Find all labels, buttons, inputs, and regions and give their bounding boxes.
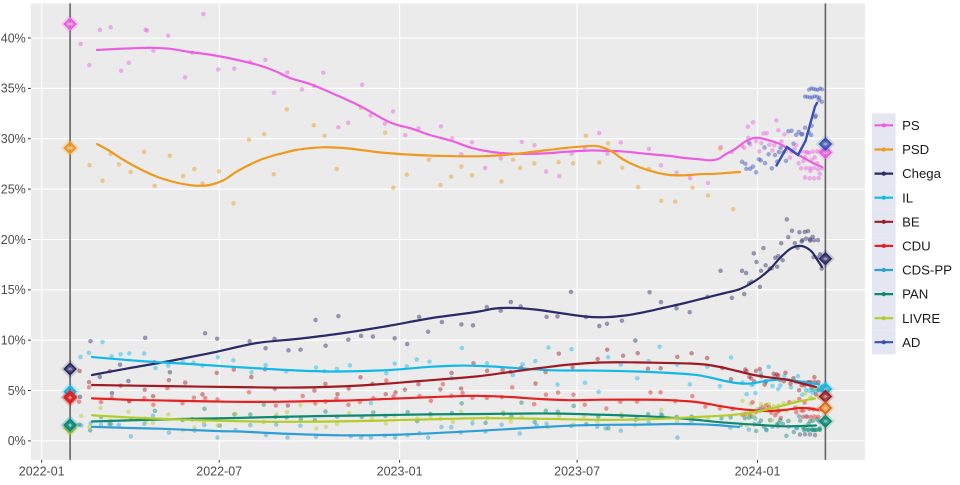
svg-text:BE: BE — [902, 214, 920, 229]
svg-text:20%: 20% — [1, 233, 26, 247]
svg-text:LIVRE: LIVRE — [902, 311, 940, 326]
svg-text:Chega: Chega — [902, 166, 942, 181]
svg-text:CDS-PP: CDS-PP — [902, 263, 952, 278]
svg-text:PSD: PSD — [902, 142, 929, 157]
svg-text:PAN: PAN — [902, 287, 928, 302]
svg-text:35%: 35% — [1, 82, 26, 96]
svg-text:IL: IL — [902, 190, 913, 205]
svg-text:15%: 15% — [1, 283, 26, 297]
svg-text:2023-07: 2023-07 — [554, 464, 600, 478]
svg-text:30%: 30% — [1, 132, 26, 146]
svg-text:AD: AD — [902, 335, 920, 350]
svg-text:2024-01: 2024-01 — [735, 464, 781, 478]
svg-text:CDU: CDU — [902, 239, 931, 254]
svg-text:10%: 10% — [1, 334, 26, 348]
svg-text:40%: 40% — [1, 31, 26, 45]
svg-text:5%: 5% — [8, 384, 26, 398]
svg-text:PS: PS — [902, 118, 920, 133]
svg-text:25%: 25% — [1, 182, 26, 196]
svg-text:2023-01: 2023-01 — [377, 464, 423, 478]
svg-text:2022-01: 2022-01 — [19, 464, 65, 478]
svg-text:0%: 0% — [8, 434, 26, 448]
svg-text:2022-07: 2022-07 — [196, 464, 242, 478]
